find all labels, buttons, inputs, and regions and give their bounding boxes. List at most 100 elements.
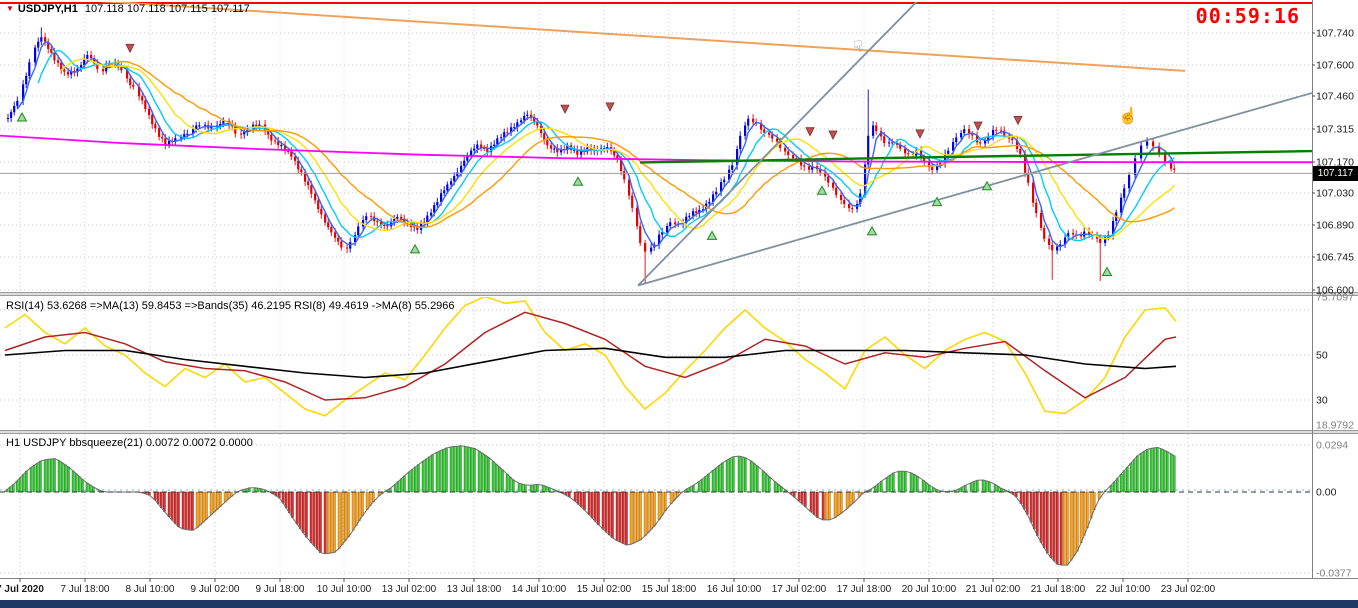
axis-labels-layer: 107.740 107.600 107.460 107.315 107.170 107.0… xyxy=(0,28,1354,596)
candle-body xyxy=(928,161,931,168)
buy-arrow-marker[interactable] xyxy=(816,185,828,195)
sell-arrow-marker[interactable] xyxy=(973,121,983,131)
candle-body xyxy=(536,121,539,126)
candle-body xyxy=(6,118,10,119)
sell-arrow-marker[interactable] xyxy=(1013,116,1023,126)
candle-body xyxy=(513,127,516,129)
candle-body xyxy=(763,129,766,133)
candle-body xyxy=(73,71,76,73)
rsi-panel-layer xyxy=(4,297,1177,417)
candle-body xyxy=(416,226,419,230)
candle-body xyxy=(330,227,333,233)
candle-body xyxy=(835,187,838,195)
panel-separator[interactable] xyxy=(0,430,1358,434)
candle-body xyxy=(872,125,875,136)
candle-body xyxy=(556,148,559,153)
time-axis-label: 21 Jul 18:00 xyxy=(1031,584,1086,595)
time-axis-label: 13 Jul 18:00 xyxy=(447,584,502,595)
orange-trendline[interactable] xyxy=(0,0,1186,72)
candle-body xyxy=(161,136,164,139)
candle-body xyxy=(550,145,553,149)
candle-body xyxy=(606,147,609,149)
candle-body xyxy=(284,145,287,151)
buy-arrow-marker[interactable] xyxy=(409,243,421,254)
price-axis-label: 50 xyxy=(1316,350,1328,362)
candle-body xyxy=(346,247,349,249)
candle-body xyxy=(126,70,129,79)
candle-body xyxy=(715,191,718,195)
candle-body xyxy=(803,165,806,167)
candle-body xyxy=(370,216,373,218)
candle-body xyxy=(1088,231,1091,234)
candle-body xyxy=(623,171,626,180)
thumb-up-icon[interactable]: ☝ xyxy=(1118,106,1138,125)
candle-body xyxy=(1027,172,1030,183)
candle-body xyxy=(899,144,902,149)
candle-body xyxy=(138,86,141,97)
price-axis-label: -0.0377 xyxy=(1316,568,1352,580)
candle-body xyxy=(340,241,343,248)
candle-body xyxy=(28,62,31,76)
sell-arrow-marker[interactable] xyxy=(560,104,570,115)
markers-layer: ☝☟ xyxy=(16,39,1138,276)
sell-arrow-marker[interactable] xyxy=(915,129,925,139)
candle-body xyxy=(760,123,763,130)
candle-body xyxy=(180,137,183,139)
candle-body xyxy=(300,169,303,173)
candle-body xyxy=(317,200,320,209)
time-axis-label: 17 Jul 18:00 xyxy=(837,584,892,595)
sell-arrow-marker[interactable] xyxy=(828,130,838,140)
candle-body xyxy=(723,179,726,183)
candle-body xyxy=(787,151,790,155)
candle-body xyxy=(50,48,53,53)
panel-separator[interactable] xyxy=(0,292,1358,296)
sell-arrow-marker[interactable] xyxy=(805,127,815,137)
gray-trendline-shallow[interactable] xyxy=(637,92,1312,287)
candle-body xyxy=(334,232,337,238)
price-axis-label: 106.600 xyxy=(1316,285,1354,297)
candle-body xyxy=(287,150,290,152)
time-axis[interactable] xyxy=(0,578,1312,600)
candle-body xyxy=(506,132,509,134)
buy-arrow-marker[interactable] xyxy=(1101,266,1113,276)
ma-line-magenta xyxy=(0,134,1312,164)
candle-body xyxy=(320,208,323,215)
price-axis[interactable] xyxy=(1312,0,1358,578)
time-axis-label: 17 Jul 02:00 xyxy=(772,584,827,595)
candle-body xyxy=(1120,197,1123,213)
time-axis-label: 7 Jul 2020 xyxy=(0,584,44,595)
window-bottom-border xyxy=(0,600,1358,608)
squeeze-panel-surface[interactable] xyxy=(0,432,1312,578)
candle-body xyxy=(747,118,750,126)
candle-body xyxy=(357,226,360,236)
buy-arrow-marker[interactable] xyxy=(981,180,993,191)
buy-arrow-marker[interactable] xyxy=(931,196,943,207)
time-axis-label: 15 Jul 18:00 xyxy=(642,584,697,595)
candle-body xyxy=(476,144,479,149)
candle-body xyxy=(443,190,446,194)
rsi-panel-surface[interactable] xyxy=(0,296,1312,430)
candle-body xyxy=(851,208,854,210)
candle-body xyxy=(314,193,317,201)
gray-trendline-steep[interactable] xyxy=(637,0,948,287)
sell-arrow-marker[interactable] xyxy=(125,43,135,54)
candle-body xyxy=(960,133,963,138)
candle-body xyxy=(210,127,213,129)
candle-body xyxy=(47,41,50,49)
price-axis-label: 18.9792 xyxy=(1316,420,1354,432)
price-axis-label: 107.600 xyxy=(1316,60,1354,72)
candle-body xyxy=(307,181,310,186)
buy-arrow-marker[interactable] xyxy=(16,112,28,122)
buy-arrow-marker[interactable] xyxy=(866,225,878,236)
candle-body xyxy=(566,145,569,150)
rsi-line-bands-mid xyxy=(4,347,1177,379)
buy-arrow-marker[interactable] xyxy=(706,230,718,240)
thumb-down-icon[interactable]: ☟ xyxy=(853,39,863,56)
buy-arrow-marker[interactable] xyxy=(572,176,584,186)
main-chart-surface[interactable] xyxy=(0,2,1312,292)
candle-body xyxy=(460,165,463,173)
sell-arrow-marker[interactable] xyxy=(605,102,615,112)
candle-body xyxy=(947,150,950,154)
